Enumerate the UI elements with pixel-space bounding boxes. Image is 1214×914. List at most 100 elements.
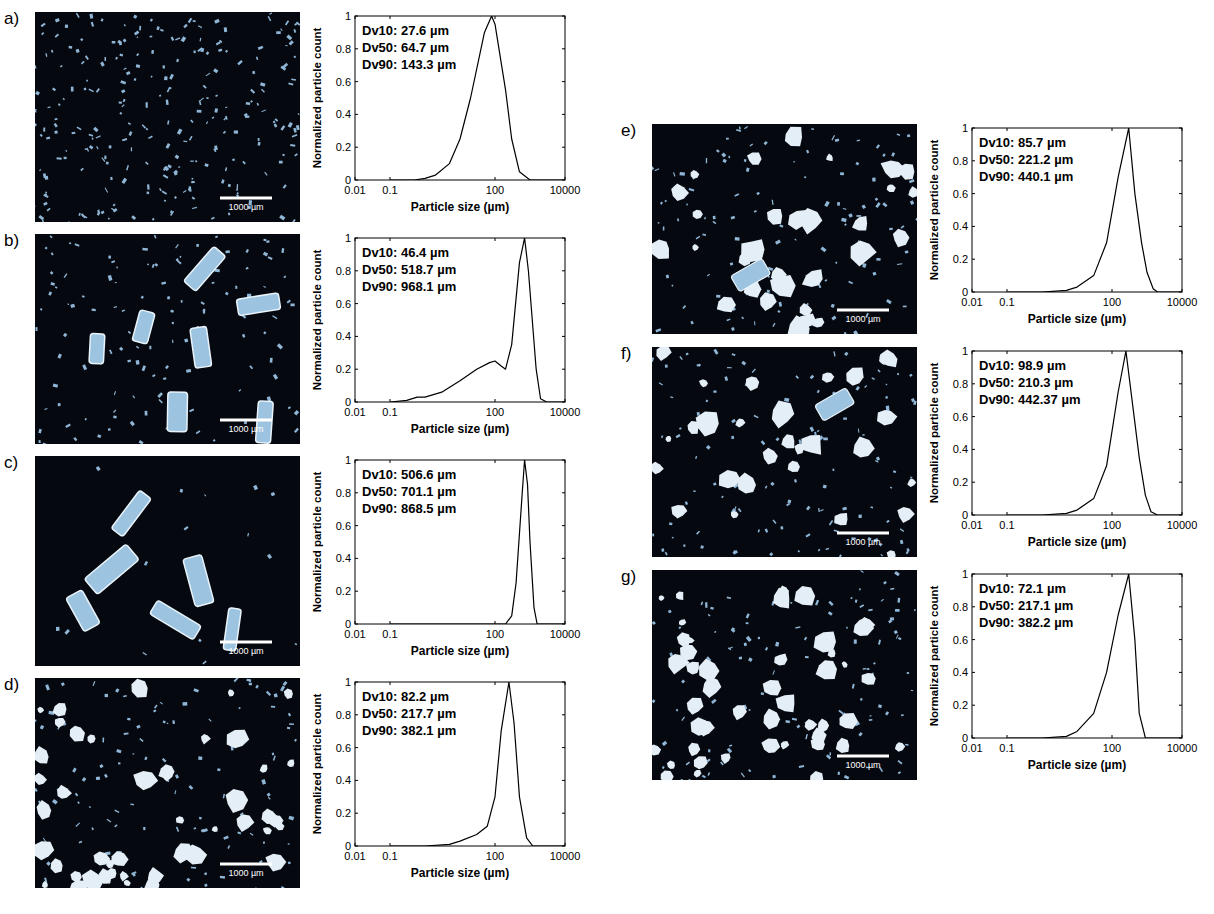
speck <box>767 290 770 293</box>
speck <box>175 774 179 779</box>
speck <box>142 248 148 251</box>
speck <box>876 144 880 149</box>
speck <box>89 145 94 149</box>
speck <box>261 109 266 112</box>
speck <box>850 597 853 600</box>
particle <box>834 513 847 525</box>
speck <box>799 765 805 768</box>
particle <box>810 771 823 780</box>
speck <box>731 627 735 631</box>
speck <box>754 321 755 325</box>
speck <box>47 208 51 212</box>
speck <box>723 159 727 163</box>
speck <box>96 466 101 471</box>
speck <box>71 132 75 135</box>
crystal <box>731 258 771 292</box>
speck <box>183 24 187 28</box>
particle <box>70 871 82 882</box>
speck <box>831 135 835 140</box>
x-tick-label: 0.01 <box>961 519 982 531</box>
speck <box>75 822 80 826</box>
speck <box>114 824 118 827</box>
particle <box>741 482 748 488</box>
speck <box>43 194 48 198</box>
speck <box>133 15 137 19</box>
speck <box>55 34 59 38</box>
speck <box>200 48 204 53</box>
speck <box>43 202 48 206</box>
speck <box>779 302 783 307</box>
speck <box>202 309 205 312</box>
micrograph-content <box>652 126 917 334</box>
speck <box>833 351 835 356</box>
scale-bar <box>837 755 889 758</box>
speck <box>40 725 44 730</box>
speck <box>225 250 230 253</box>
speck <box>104 774 108 778</box>
speck <box>288 713 291 717</box>
particle <box>686 662 699 675</box>
y-tick-label: 0.2 <box>336 141 351 153</box>
speck <box>281 248 284 253</box>
particle <box>111 851 129 866</box>
annotation: Dv50: 518.7 µm <box>362 262 456 277</box>
y-tick-label: 0.4 <box>336 552 351 564</box>
speck <box>862 204 866 209</box>
speck <box>242 161 246 165</box>
speck <box>702 234 706 236</box>
y-tick-label: 0.6 <box>336 298 351 310</box>
particle <box>776 695 795 713</box>
speck <box>288 124 291 128</box>
speck <box>45 684 50 690</box>
speck <box>294 428 299 433</box>
speck <box>291 888 295 889</box>
crystal <box>66 590 100 632</box>
y-axis-title: Normalized particle count <box>311 28 323 169</box>
speck <box>192 197 195 200</box>
speck <box>735 237 740 241</box>
speck <box>679 427 682 429</box>
speck <box>223 131 226 134</box>
panel: d)1000 µm00.20.40.60.810.010.110010000Pa… <box>4 675 580 894</box>
speck <box>273 374 278 380</box>
speck <box>148 136 153 140</box>
speck <box>713 482 717 485</box>
speck <box>132 395 135 398</box>
crystal <box>183 554 214 607</box>
particle <box>853 437 875 458</box>
speck <box>702 775 706 779</box>
speck <box>92 309 96 312</box>
speck <box>212 282 215 284</box>
particle <box>680 645 697 661</box>
particle <box>800 303 813 316</box>
particle <box>851 241 877 267</box>
speck <box>104 57 106 61</box>
speck <box>793 161 795 163</box>
speck <box>686 203 688 205</box>
speck <box>864 385 867 388</box>
particle <box>877 410 897 425</box>
speck <box>670 396 673 398</box>
speck <box>145 162 149 165</box>
speck <box>232 158 235 161</box>
crystal <box>184 246 226 291</box>
x-tick-label: 0.1 <box>382 628 397 640</box>
speck <box>748 709 750 711</box>
speck <box>200 97 204 101</box>
y-tick-label: 0.4 <box>336 330 351 342</box>
speck <box>97 434 101 438</box>
speck <box>65 424 71 428</box>
annotation: Dv10: 98.9 µm <box>979 358 1066 373</box>
speck <box>732 353 736 356</box>
speck <box>56 627 60 631</box>
speck <box>910 476 913 478</box>
speck <box>35 788 38 792</box>
speck <box>101 18 104 21</box>
speck <box>189 186 192 192</box>
speck <box>193 50 195 53</box>
speck <box>97 212 101 216</box>
speck <box>700 545 704 549</box>
particle <box>814 632 836 653</box>
annotation: Dv10: 72.1 µm <box>979 581 1066 596</box>
speck <box>238 389 241 392</box>
